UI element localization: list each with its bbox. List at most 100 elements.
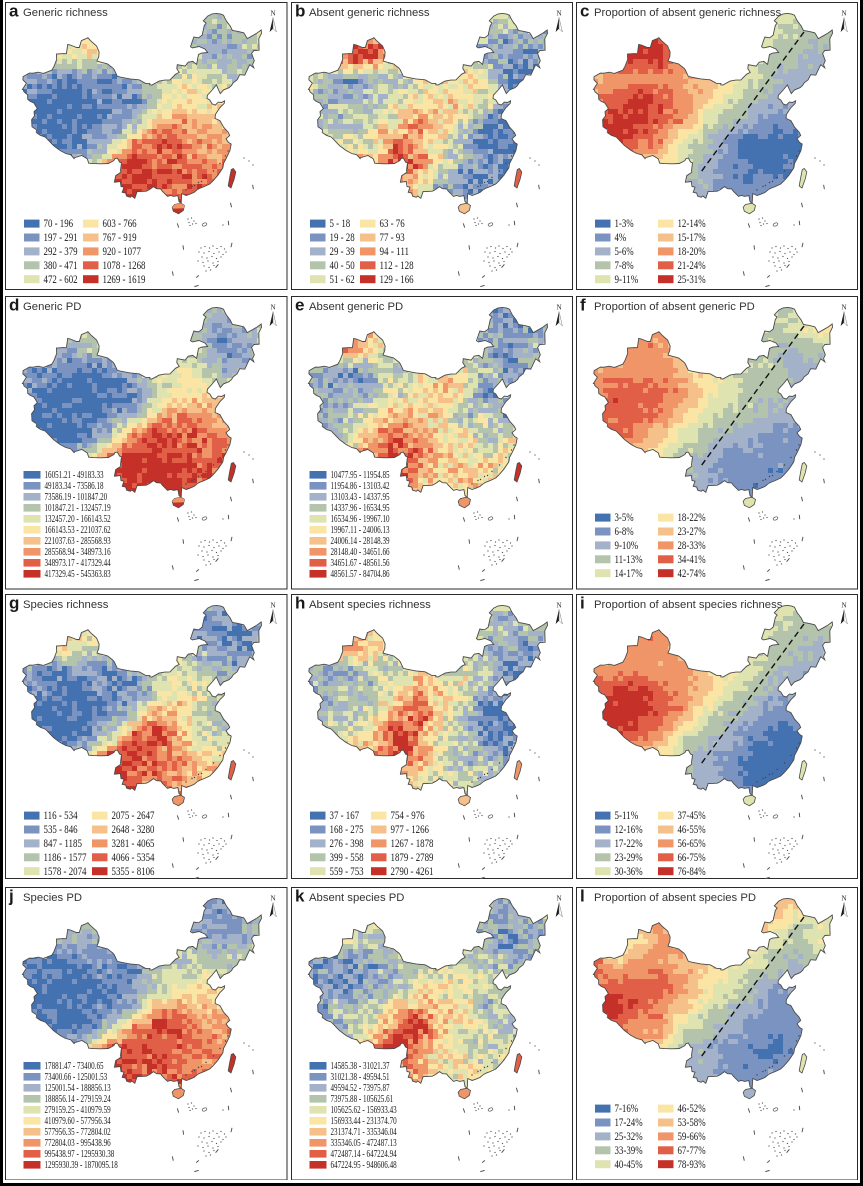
svg-text:j: j — [8, 887, 14, 906]
svg-text:399 - 558: 399 - 558 — [329, 852, 363, 864]
svg-text:417329.45 - 545363.83: 417329.45 - 545363.83 — [45, 569, 111, 580]
svg-text:15-17%: 15-17% — [678, 232, 706, 244]
svg-text:101847.21 - 132457.19: 101847.21 - 132457.19 — [45, 503, 111, 514]
svg-text:30-36%: 30-36% — [615, 866, 643, 878]
svg-text:46-52%: 46-52% — [678, 1103, 706, 1115]
svg-text:59-66%: 59-66% — [678, 1131, 706, 1143]
svg-text:1-3%: 1-3% — [615, 218, 635, 230]
svg-text:535 - 846: 535 - 846 — [44, 824, 78, 836]
svg-text:25-31%: 25-31% — [678, 274, 706, 286]
svg-text:d: d — [9, 296, 19, 315]
svg-text:40-45%: 40-45% — [615, 1158, 643, 1170]
svg-text:49183.34 - 73586.18: 49183.34 - 73586.18 — [45, 481, 104, 492]
svg-text:847 - 1185: 847 - 1185 — [44, 838, 83, 850]
svg-text:1078 - 1268: 1078 - 1268 — [103, 260, 146, 272]
svg-text:920 - 1077: 920 - 1077 — [103, 246, 142, 258]
svg-text:56-65%: 56-65% — [678, 838, 706, 850]
svg-text:g: g — [9, 594, 19, 613]
svg-text:Absent generic PD: Absent generic PD — [309, 301, 403, 313]
svg-text:N: N — [270, 894, 275, 902]
svg-text:c: c — [580, 2, 589, 21]
svg-text:11-13%: 11-13% — [615, 554, 643, 566]
svg-text:19967.11 - 24006.13: 19967.11 - 24006.13 — [330, 525, 389, 536]
svg-text:Species richness: Species richness — [23, 599, 109, 611]
svg-text:33-39%: 33-39% — [615, 1144, 643, 1156]
svg-text:3-5%: 3-5% — [615, 512, 635, 524]
svg-text:2648 - 3280: 2648 - 3280 — [112, 824, 155, 836]
svg-text:9-10%: 9-10% — [615, 540, 639, 552]
svg-text:6-8%: 6-8% — [615, 526, 635, 538]
svg-text:1269 - 1619: 1269 - 1619 — [103, 274, 146, 286]
svg-text:Proportion of absent species P: Proportion of absent species PD — [594, 891, 756, 903]
svg-text:Absent species PD: Absent species PD — [309, 891, 404, 903]
svg-text:Generic PD: Generic PD — [23, 301, 81, 313]
svg-text:1267 - 1878: 1267 - 1878 — [390, 838, 433, 850]
svg-text:197 - 291: 197 - 291 — [44, 232, 78, 244]
svg-text:125001.54 - 188856.13: 125001.54 - 188856.13 — [45, 1082, 111, 1093]
svg-text:977 - 1266: 977 - 1266 — [390, 824, 429, 836]
svg-text:11954.86 - 13103.42: 11954.86 - 13103.42 — [330, 481, 389, 492]
svg-text:19 - 28: 19 - 28 — [329, 232, 354, 244]
svg-text:21-24%: 21-24% — [678, 260, 706, 272]
svg-text:Absent species richness: Absent species richness — [309, 599, 431, 611]
svg-text:N: N — [270, 602, 275, 610]
svg-text:25-32%: 25-32% — [615, 1131, 643, 1143]
svg-text:335346.05 - 472487.13: 335346.05 - 472487.13 — [330, 1137, 396, 1148]
svg-text:N: N — [270, 304, 275, 312]
svg-text:Species PD: Species PD — [23, 891, 82, 903]
svg-text:17-24%: 17-24% — [615, 1117, 643, 1129]
svg-text:12-14%: 12-14% — [678, 218, 706, 230]
svg-text:70 - 196: 70 - 196 — [44, 218, 74, 230]
svg-text:k: k — [295, 887, 305, 906]
svg-text:b: b — [295, 2, 305, 21]
svg-text:23-27%: 23-27% — [678, 526, 706, 538]
svg-text:577956.35 - 772804.02: 577956.35 - 772804.02 — [45, 1126, 111, 1137]
svg-text:7-16%: 7-16% — [615, 1103, 639, 1115]
svg-text:129 - 166: 129 - 166 — [379, 274, 413, 286]
svg-text:N: N — [841, 10, 846, 18]
svg-text:231374.71 - 335346.04: 231374.71 - 335346.04 — [330, 1126, 396, 1137]
svg-text:1879 - 2789: 1879 - 2789 — [390, 852, 433, 864]
svg-text:105625.62 - 156933.43: 105625.62 - 156933.43 — [330, 1104, 396, 1115]
svg-text:9-11%: 9-11% — [615, 274, 639, 286]
svg-text:73586.19 - 101847.20: 73586.19 - 101847.20 — [45, 492, 108, 503]
svg-text:168 - 275: 168 - 275 — [329, 824, 363, 836]
svg-text:17881.47 - 73400.65: 17881.47 - 73400.65 — [45, 1060, 104, 1071]
svg-text:995438.97 - 1295930.38: 995438.97 - 1295930.38 — [45, 1148, 115, 1159]
svg-text:559 - 753: 559 - 753 — [329, 866, 363, 878]
svg-text:77 - 93: 77 - 93 — [379, 232, 404, 244]
svg-text:285568.94 - 348973.16: 285568.94 - 348973.16 — [45, 547, 111, 558]
svg-text:N: N — [841, 894, 846, 902]
svg-text:f: f — [580, 296, 586, 315]
svg-text:73975.88 - 105625.61: 73975.88 - 105625.61 — [330, 1093, 393, 1104]
svg-text:17-22%: 17-22% — [615, 838, 643, 850]
svg-text:5-6%: 5-6% — [615, 246, 635, 258]
svg-text:37 - 167: 37 - 167 — [329, 810, 359, 822]
svg-text:279159.25 - 410979.59: 279159.25 - 410979.59 — [45, 1104, 111, 1115]
svg-text:647224.95 - 948606.48: 647224.95 - 948606.48 — [330, 1159, 396, 1170]
svg-text:66-75%: 66-75% — [678, 852, 706, 864]
svg-text:16534.96 - 19967.10: 16534.96 - 19967.10 — [330, 514, 389, 525]
svg-text:N: N — [556, 602, 561, 610]
svg-text:14585.38 - 31021.37: 14585.38 - 31021.37 — [330, 1060, 389, 1071]
svg-text:31021.38 - 49594.51: 31021.38 - 49594.51 — [330, 1071, 389, 1082]
svg-text:767 - 919: 767 - 919 — [103, 232, 137, 244]
svg-text:772804.03 - 995438.96: 772804.03 - 995438.96 — [45, 1137, 111, 1148]
svg-text:5 - 18: 5 - 18 — [329, 218, 350, 230]
svg-text:42-74%: 42-74% — [678, 568, 706, 580]
svg-text:Proportion of absent species r: Proportion of absent species richness — [594, 599, 783, 611]
svg-text:12-16%: 12-16% — [615, 824, 643, 836]
svg-text:112 - 128: 112 - 128 — [379, 260, 413, 272]
svg-text:a: a — [9, 2, 19, 21]
svg-text:5-11%: 5-11% — [615, 810, 639, 822]
svg-text:3281 - 4065: 3281 - 4065 — [112, 838, 155, 850]
svg-text:37-45%: 37-45% — [678, 810, 706, 822]
svg-text:40 - 50: 40 - 50 — [329, 260, 354, 272]
svg-text:h: h — [295, 594, 305, 613]
svg-text:156933.44 - 231374.70: 156933.44 - 231374.70 — [330, 1115, 396, 1126]
svg-text:23-29%: 23-29% — [615, 852, 643, 864]
svg-text:16051.21 - 49183.33: 16051.21 - 49183.33 — [45, 470, 104, 481]
svg-text:4%: 4% — [615, 232, 627, 244]
svg-text:28148.40 - 34651.66: 28148.40 - 34651.66 — [330, 547, 389, 558]
svg-text:Proportion of absent generic r: Proportion of absent generic richness — [594, 7, 781, 19]
